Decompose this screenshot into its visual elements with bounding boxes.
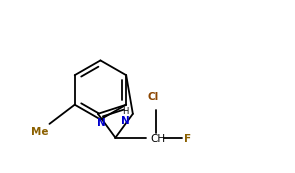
Text: N: N: [121, 116, 129, 126]
Text: H: H: [122, 107, 128, 116]
Text: Me: Me: [31, 127, 48, 137]
Text: F: F: [184, 134, 191, 144]
Text: N: N: [96, 118, 105, 128]
Text: CH: CH: [150, 134, 165, 144]
Text: Cl: Cl: [148, 92, 159, 102]
